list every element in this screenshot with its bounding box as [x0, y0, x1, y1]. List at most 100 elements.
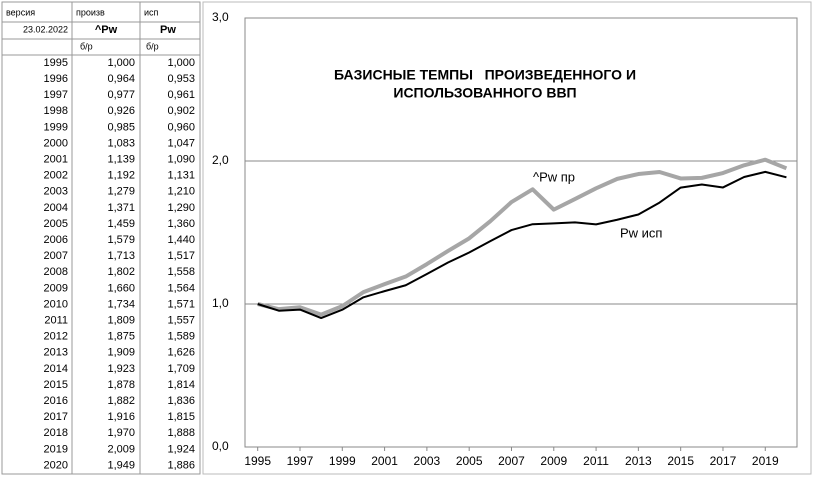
header-cell: исп	[144, 7, 159, 17]
table-cell: 1997	[44, 89, 68, 101]
table-cell: 1,882	[107, 395, 135, 407]
table-cell: 1,815	[167, 411, 195, 423]
table-cell: 1,836	[167, 395, 195, 407]
table-cell: 1,083	[107, 137, 135, 149]
table-cell: 2,009	[107, 443, 135, 455]
table-cell: 1995	[44, 57, 68, 69]
table-cell: 1,888	[167, 427, 195, 439]
table-cell: 1,802	[107, 266, 135, 278]
y-tick-label: 2,0	[212, 153, 229, 167]
x-tick-label: 2005	[456, 454, 483, 468]
table-cell: 1,626	[167, 347, 195, 359]
table-cell: 1,916	[107, 411, 135, 423]
table-cell: 0,902	[167, 105, 195, 117]
table-cell: 1,660	[107, 282, 135, 294]
y-tick-label: 0,0	[212, 439, 229, 453]
table-cell: 1,924	[167, 443, 195, 455]
unit-cell: б/р	[146, 41, 159, 51]
table-cell: 1,459	[107, 218, 135, 230]
table-cell: 1,878	[107, 379, 135, 391]
table-cell: 2018	[44, 427, 68, 439]
table-cell: 1,557	[167, 315, 195, 327]
table-cell: 1996	[44, 73, 68, 85]
table-cell: 1,210	[167, 186, 195, 198]
table-cell: 2015	[44, 379, 68, 391]
table-cell: 1,139	[107, 154, 135, 166]
table-cell: 0,964	[107, 73, 135, 85]
table-cell: 0,985	[107, 121, 135, 133]
table-cell: 2014	[44, 363, 68, 375]
table-cell: 1,090	[167, 154, 195, 166]
table-cell: 0,977	[107, 89, 135, 101]
table-cell: 0,961	[167, 89, 195, 101]
x-tick-label: 2001	[371, 454, 398, 468]
table-cell: 1,000	[107, 57, 135, 69]
table-cell: 2016	[44, 395, 68, 407]
header-cell: версия	[6, 7, 35, 17]
table-cell: 2011	[44, 315, 68, 327]
x-tick-label: 1995	[244, 454, 271, 468]
series-line	[257, 170, 787, 320]
table-cell: 1,558	[167, 266, 195, 278]
table-cell: 2000	[44, 137, 68, 149]
table-cell: 1,875	[107, 331, 135, 343]
header-cell: произв	[76, 7, 105, 17]
table-cell: 2020	[44, 459, 68, 471]
table-cell: 1998	[44, 105, 68, 117]
table-cell: 2005	[44, 218, 68, 230]
table-cell: 1,517	[167, 250, 195, 262]
unit-cell: б/р	[80, 41, 93, 51]
series-label: Pw исп	[620, 225, 662, 240]
series-label: ^Pw пр	[533, 169, 575, 184]
table-cell: 1,360	[167, 218, 195, 230]
y-tick-label: 3,0	[212, 10, 229, 24]
x-tick-label: 2019	[752, 454, 779, 468]
table-cell: 2003	[44, 186, 68, 198]
table-cell: 1,571	[167, 298, 195, 310]
table-cell: 1,371	[107, 202, 135, 214]
x-tick-label: 2013	[625, 454, 652, 468]
table-cell: 1,000	[167, 57, 195, 69]
table-cell: 1999	[44, 121, 68, 133]
header-cell: ^Pw	[95, 24, 118, 36]
table-cell: 2010	[44, 298, 68, 310]
series-line	[257, 157, 788, 317]
header-cell: Pw	[160, 24, 176, 36]
chart-title: БАЗИСНЫЕ ТЕМПЫ ПРОИЗВЕДЕННОГО И	[334, 67, 636, 83]
table-cell: 1,814	[167, 379, 195, 391]
table-cell: 2013	[44, 347, 68, 359]
table-cell: 2019	[44, 443, 68, 455]
table-cell: 1,809	[107, 315, 135, 327]
header-cell: 23.02.2022	[23, 24, 68, 34]
x-tick-label: 2017	[710, 454, 737, 468]
table-cell: 0,953	[167, 73, 195, 85]
x-tick-label: 2007	[498, 454, 525, 468]
table-cell: 0,926	[107, 105, 135, 117]
table-cell: 1,713	[107, 250, 135, 262]
table-cell: 1,131	[167, 170, 195, 182]
table-cell: 2009	[44, 282, 68, 294]
table-cell: 1,579	[107, 234, 135, 246]
x-tick-label: 2015	[667, 454, 694, 468]
plot-area	[244, 17, 798, 448]
x-tick-label: 1997	[287, 454, 314, 468]
table-cell: 1,970	[107, 427, 135, 439]
table-cell: 1,734	[107, 298, 135, 310]
table-cell: 2012	[44, 331, 68, 343]
table-cell: 2002	[44, 170, 68, 182]
chart-title: ИСПОЛЬЗОВАННОГО ВВП	[393, 85, 576, 101]
table-cell: 1,886	[167, 459, 195, 471]
table-cell: 2017	[44, 411, 68, 423]
table-cell: 1,923	[107, 363, 135, 375]
table-cell: 1,949	[107, 459, 135, 471]
table-cell: 2001	[44, 154, 68, 166]
table-cell: 1,589	[167, 331, 195, 343]
x-tick-label: 2009	[540, 454, 567, 468]
x-tick-label: 2003	[414, 454, 441, 468]
table-cell: 0,960	[167, 121, 195, 133]
table-cell: 1,440	[167, 234, 195, 246]
table-cell: 2007	[44, 250, 68, 262]
table-cell: 2008	[44, 266, 68, 278]
table-cell: 1,192	[107, 170, 135, 182]
